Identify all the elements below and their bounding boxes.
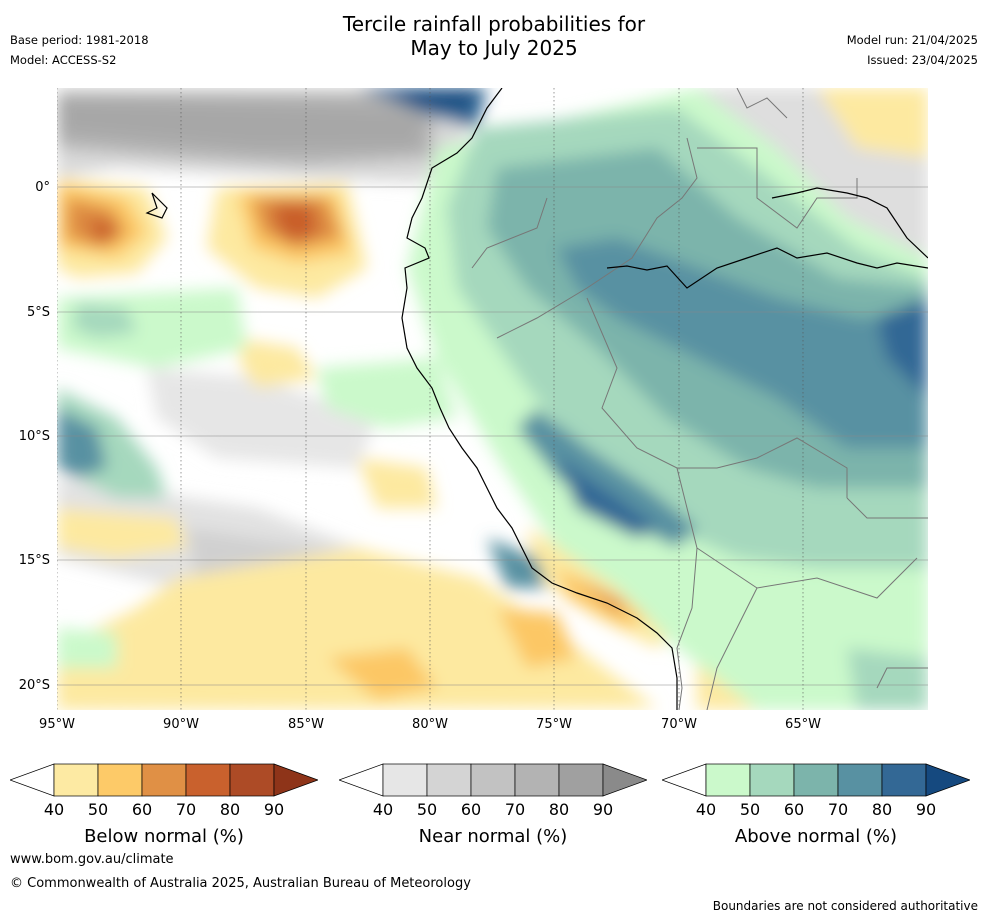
legend-tick: 60	[460, 800, 482, 819]
lat-label-15s: 15°S	[18, 553, 50, 568]
legend-tick: 80	[219, 800, 241, 819]
legend-color-box	[793, 763, 839, 797]
issued-text: Issued: 23/04/2025	[867, 53, 978, 67]
lon-label-95w: 95°W	[39, 717, 75, 732]
legend-color-box	[558, 763, 604, 797]
lat-label-5s: 5°S	[26, 305, 50, 320]
legend-color-box	[141, 763, 187, 797]
legend-color-box	[229, 763, 275, 797]
legend-tick: 40	[372, 800, 394, 819]
map-title-line1: Tercile rainfall probabilities for	[342, 12, 646, 36]
legend-tick: 70	[504, 800, 526, 819]
legend-below-normal-title: Below normal (%)	[84, 826, 244, 847]
legend-color-box	[881, 763, 927, 797]
legend-tick: 90	[263, 800, 285, 819]
legend-below-normal-ticks: 40 50 60 70 80 90	[10, 800, 318, 820]
lon-label-80w: 80°W	[412, 717, 448, 732]
rainfall-probability-map	[57, 88, 928, 710]
legend-tick: 50	[416, 800, 438, 819]
coastline	[145, 88, 928, 710]
legend-color-box	[470, 763, 516, 797]
legend-near-normal-colorbar	[339, 763, 647, 797]
legend-tick: 70	[827, 800, 849, 819]
legend-tick: 50	[739, 800, 761, 819]
legend-tick: 60	[783, 800, 805, 819]
legend-tick: 40	[43, 800, 65, 819]
base-period-text: Base period: 1981-2018	[10, 33, 149, 47]
legend-color-box	[749, 763, 795, 797]
legend-below-normal-colorbar	[10, 763, 318, 797]
legend-tick: 80	[871, 800, 893, 819]
legend-color-box	[837, 763, 883, 797]
probability-shading	[57, 88, 928, 710]
legend-color-box	[97, 763, 143, 797]
meta-left: Base period: 1981-2018 Model: ACCESS-S2	[10, 30, 149, 70]
footer-disclaimer: Boundaries are not considered authoritat…	[712, 899, 978, 913]
footer-copyright: © Commonwealth of Australia 2025, Austra…	[10, 876, 471, 891]
lat-label-0: 0°	[35, 180, 50, 195]
lon-label-85w: 85°W	[288, 717, 324, 732]
lat-label-20s: 20°S	[18, 678, 50, 693]
lon-label-65w: 65°W	[785, 717, 821, 732]
legend-above-normal-colorbar	[662, 763, 970, 797]
legend-near-normal-ticks: 40 50 60 70 80 90	[339, 800, 647, 820]
footer-url: www.bom.gov.au/climate	[10, 852, 174, 867]
legend-upper-extend	[273, 763, 318, 797]
legend-above-normal-title: Above normal (%)	[734, 826, 898, 847]
map-title-line2: May to July 2025	[410, 36, 578, 60]
legend-near-normal-title: Near normal (%)	[418, 826, 568, 847]
legend-color-box	[514, 763, 560, 797]
map-title: Tercile rainfall probabilities for May t…	[0, 12, 988, 60]
country-boundaries	[471, 88, 928, 710]
legend-color-box	[382, 763, 428, 797]
legend-color-box	[705, 763, 751, 797]
legend-color-box	[426, 763, 472, 797]
model-run-text: Model run: 21/04/2025	[846, 33, 978, 47]
legend-above-normal-ticks: 40 50 60 70 80 90	[662, 800, 970, 820]
legend-lower-extend	[662, 763, 707, 797]
legend-tick: 40	[695, 800, 717, 819]
legend-lower-extend	[339, 763, 384, 797]
lon-label-90w: 90°W	[163, 717, 199, 732]
legend-tick: 70	[175, 800, 197, 819]
legend-tick: 80	[548, 800, 570, 819]
model-text: Model: ACCESS-S2	[10, 53, 117, 67]
lon-label-70w: 70°W	[661, 717, 697, 732]
legend-tick: 90	[915, 800, 937, 819]
lon-label-75w: 75°W	[536, 717, 572, 732]
legend-upper-extend	[925, 763, 970, 797]
legend-tick: 90	[592, 800, 614, 819]
legend-lower-extend	[10, 763, 55, 797]
legend-tick: 60	[131, 800, 153, 819]
legend-tick: 50	[87, 800, 109, 819]
legend-color-box	[53, 763, 99, 797]
gridlines	[57, 88, 928, 710]
legend-color-box	[185, 763, 231, 797]
meta-right: Model run: 21/04/2025 Issued: 23/04/2025	[847, 30, 978, 70]
lat-label-10s: 10°S	[18, 429, 50, 444]
legend-upper-extend	[602, 763, 647, 797]
